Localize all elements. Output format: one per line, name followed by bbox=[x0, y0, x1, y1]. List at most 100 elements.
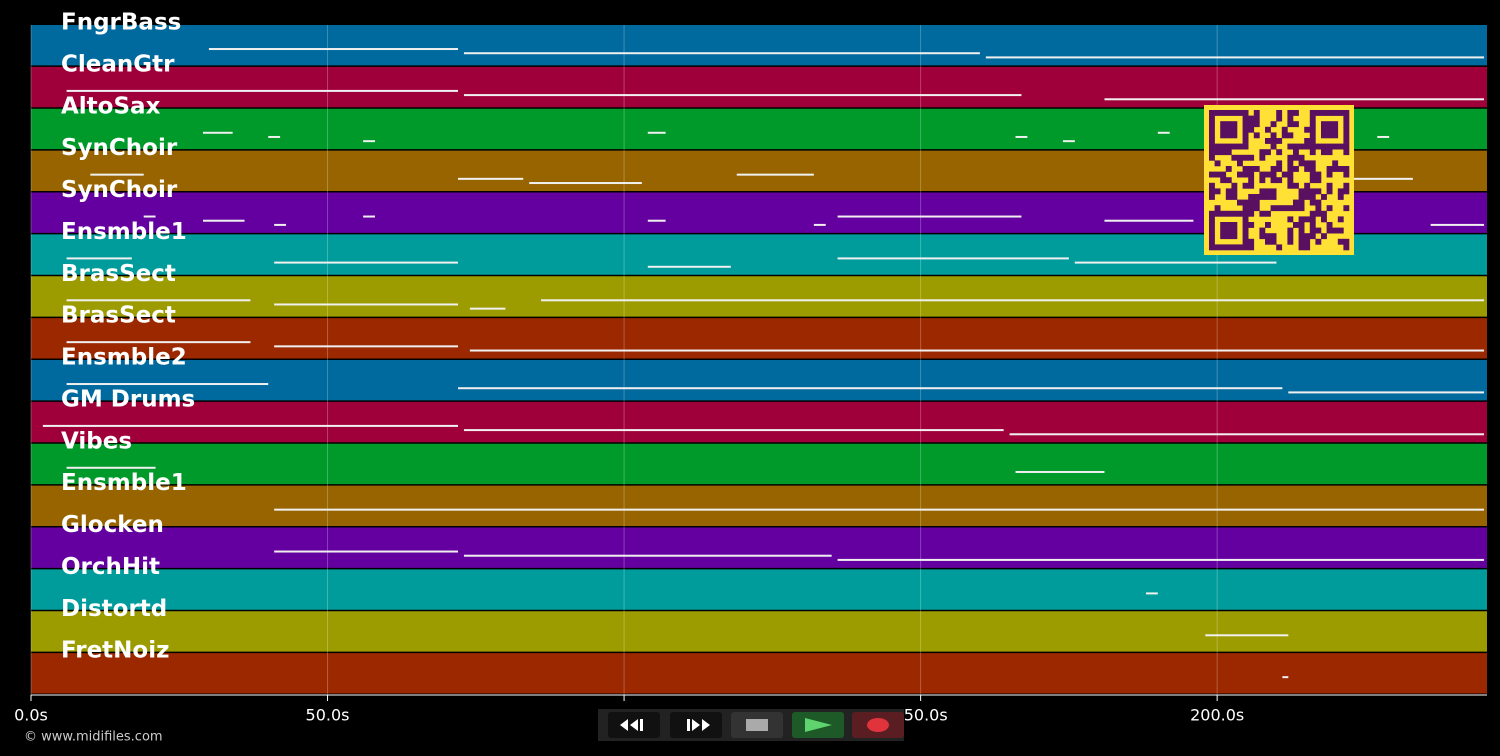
rewind-button[interactable] bbox=[608, 712, 660, 738]
qr-cell bbox=[1242, 210, 1249, 217]
qr-cell bbox=[1309, 222, 1316, 228]
icon[interactable] bbox=[867, 718, 889, 732]
qr-cell bbox=[1332, 143, 1339, 150]
qr-cell bbox=[1293, 110, 1299, 116]
qr-cell bbox=[1287, 205, 1294, 212]
qr-cell bbox=[1287, 160, 1294, 167]
x-tick-label: 150.0s bbox=[894, 706, 948, 725]
qr-cell bbox=[1248, 171, 1255, 178]
qr-cell bbox=[1248, 244, 1255, 251]
qr-cell bbox=[1298, 188, 1305, 195]
qr-cell bbox=[1337, 227, 1344, 234]
qr-cell bbox=[1332, 110, 1339, 116]
qr-cell bbox=[1242, 126, 1249, 133]
qr-cell bbox=[1287, 177, 1294, 184]
qr-cell bbox=[1225, 194, 1232, 200]
qr-cell bbox=[1276, 205, 1283, 212]
qr-cell bbox=[1281, 171, 1288, 178]
note bbox=[1282, 676, 1289, 679]
note bbox=[274, 261, 459, 264]
note bbox=[837, 558, 1485, 561]
note bbox=[837, 257, 1069, 260]
qr-cell bbox=[1309, 110, 1316, 116]
copyright: © www.midifiles.com bbox=[24, 730, 163, 745]
qr-cell bbox=[1242, 216, 1249, 223]
qr-cell bbox=[1220, 210, 1227, 217]
qr-cell bbox=[1253, 115, 1260, 122]
note bbox=[274, 550, 459, 553]
qr-cell bbox=[1326, 188, 1333, 195]
track-name: BrasSect bbox=[61, 261, 176, 287]
note bbox=[202, 131, 233, 134]
note bbox=[274, 223, 287, 226]
qr-cell bbox=[1248, 199, 1255, 206]
track-name: SynChoir bbox=[61, 177, 178, 203]
stop-button[interactable] bbox=[731, 712, 783, 738]
qr-cell bbox=[1214, 188, 1221, 195]
qr-cell bbox=[1231, 182, 1238, 189]
qr-cell bbox=[1231, 194, 1238, 200]
qr-cell bbox=[1209, 115, 1215, 122]
qr-cell bbox=[1276, 149, 1283, 156]
qr-cell bbox=[1225, 110, 1232, 116]
note bbox=[363, 215, 375, 218]
qr-cell bbox=[1231, 244, 1238, 251]
qr-cell bbox=[1248, 126, 1255, 133]
track-lane bbox=[31, 653, 1487, 694]
qr-cell bbox=[1287, 132, 1294, 139]
qr-cell bbox=[1242, 244, 1249, 251]
note bbox=[66, 383, 269, 386]
qr-cell bbox=[1225, 126, 1232, 133]
qr-cell bbox=[1270, 177, 1277, 184]
qr-cell bbox=[1231, 121, 1238, 128]
note bbox=[1157, 131, 1170, 134]
qr-cell bbox=[1209, 194, 1215, 200]
qr-cell bbox=[1315, 110, 1322, 116]
fast-forward-button[interactable] bbox=[670, 712, 722, 738]
qr-cell bbox=[1281, 205, 1288, 212]
qr-cell bbox=[1343, 121, 1350, 128]
qr-cell bbox=[1343, 238, 1350, 245]
qr-cell bbox=[1298, 160, 1305, 167]
icon[interactable] bbox=[620, 719, 643, 731]
icon[interactable] bbox=[687, 719, 710, 731]
note bbox=[208, 48, 459, 51]
qr-cell bbox=[1315, 177, 1322, 184]
qr-cell bbox=[1343, 138, 1350, 144]
qr-cell bbox=[1265, 210, 1271, 217]
qr-cell bbox=[1287, 143, 1294, 150]
qr-cell bbox=[1259, 149, 1266, 156]
qr-cell bbox=[1248, 154, 1255, 161]
qr-cell bbox=[1209, 210, 1215, 217]
play-button[interactable] bbox=[792, 712, 844, 738]
qr-cell bbox=[1259, 154, 1266, 161]
qr-cell bbox=[1343, 205, 1350, 212]
qr-cell bbox=[1259, 177, 1266, 184]
qr-cell bbox=[1326, 182, 1333, 189]
qr-cell bbox=[1321, 149, 1327, 156]
qr-cell bbox=[1332, 166, 1339, 172]
track-name: Distortd bbox=[61, 596, 167, 622]
qr-cell bbox=[1326, 166, 1333, 172]
qr-cell bbox=[1321, 132, 1327, 139]
qr-cell bbox=[1259, 233, 1266, 240]
qr-cell bbox=[1309, 227, 1316, 234]
qr-cell bbox=[1253, 110, 1260, 116]
qr-cell bbox=[1237, 210, 1243, 217]
qr-cell bbox=[1298, 194, 1305, 200]
note bbox=[469, 307, 506, 310]
qr-cell bbox=[1214, 244, 1221, 251]
qr-cell bbox=[1248, 121, 1255, 128]
qr-cell bbox=[1237, 160, 1243, 167]
note bbox=[458, 177, 524, 180]
record-button[interactable] bbox=[852, 712, 904, 738]
qr-cell bbox=[1231, 227, 1238, 234]
qr-cell bbox=[1298, 233, 1305, 240]
qr-cell bbox=[1214, 171, 1221, 178]
icon[interactable] bbox=[805, 718, 832, 732]
qr-cell bbox=[1242, 154, 1249, 161]
qr-cell bbox=[1253, 121, 1260, 128]
qr-cell bbox=[1220, 126, 1227, 133]
icon[interactable] bbox=[746, 719, 768, 731]
qr-cell bbox=[1209, 238, 1215, 245]
